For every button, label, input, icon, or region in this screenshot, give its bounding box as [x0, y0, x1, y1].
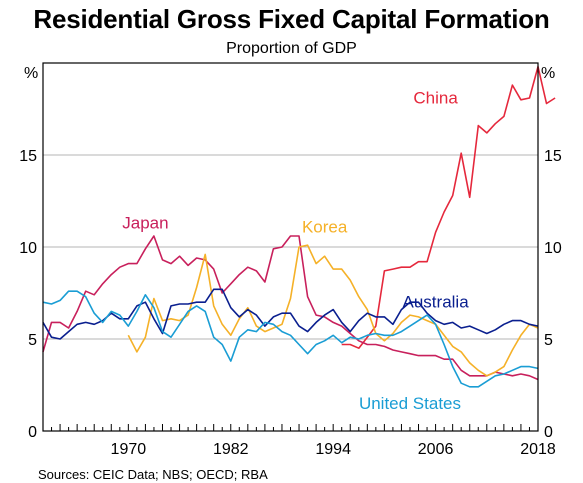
- chart-source: Sources: CEIC Data; NBS; OECD; RBA: [38, 467, 268, 482]
- series-label-australia: Australia: [403, 293, 470, 312]
- series-line-japan: [42, 235, 539, 381]
- series-lines: [42, 65, 556, 388]
- x-tick-1982: 1982: [213, 441, 249, 458]
- series-line-united-states: [42, 290, 539, 388]
- series-labels: China Japan Korea Australia United States: [122, 88, 469, 412]
- x-tick-1994: 1994: [315, 441, 351, 458]
- axis-labels: % %: [24, 65, 555, 82]
- series-label-china: China: [413, 88, 458, 107]
- grid-lines: [43, 154, 538, 340]
- x-tick-2006: 2006: [418, 441, 454, 458]
- y-tick-right-10: 10: [544, 240, 562, 257]
- chart-subtitle: Proportion of GDP: [226, 40, 357, 57]
- plot-frame: [42, 62, 539, 432]
- series-label-korea: Korea: [302, 217, 348, 236]
- series-line-korea: [127, 244, 539, 377]
- x-tick-1970: 1970: [111, 441, 147, 458]
- series-label-united-states: United States: [359, 394, 461, 413]
- y-unit-right: %: [541, 65, 555, 82]
- y-unit-left: %: [24, 65, 38, 82]
- y-tick-left-5: 5: [28, 332, 37, 349]
- x-tick-2018: 2018: [520, 441, 556, 458]
- y-tick-right-5: 5: [544, 332, 553, 349]
- series-line-australia: [42, 288, 539, 340]
- y-tick-left-0: 0: [28, 424, 37, 441]
- y-tick-left-15: 15: [19, 148, 37, 165]
- y-tick-right-0: 0: [544, 424, 553, 441]
- y-tick-left-10: 10: [19, 240, 37, 257]
- y-tick-right-15: 15: [544, 148, 562, 165]
- axis-ticks: 0 0 5 5 10 10 15 15 1970 1982 1994 2006 2018: [19, 148, 562, 458]
- chart-title: Residential Gross Fixed Capital Formatio…: [33, 4, 550, 34]
- series-label-japan: Japan: [122, 214, 168, 233]
